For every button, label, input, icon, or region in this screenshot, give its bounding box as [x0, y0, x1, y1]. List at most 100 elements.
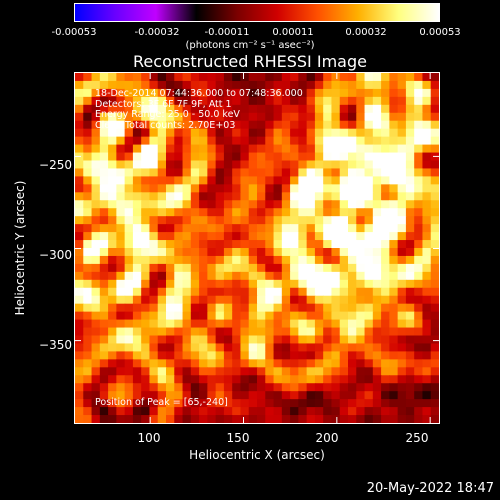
- heatmap-cell: [232, 359, 242, 368]
- heatmap-cell: [273, 240, 283, 249]
- heatmap-cell: [248, 176, 258, 185]
- heatmap-cell: [306, 359, 316, 368]
- heatmap-cell: [364, 263, 374, 273]
- heatmap-cell: [405, 359, 415, 368]
- heatmap-cell: [174, 359, 184, 368]
- heatmap-cell: [166, 192, 175, 201]
- heatmap-cell: [240, 128, 250, 138]
- heatmap-cell: [356, 311, 366, 321]
- heatmap-cell: [141, 152, 151, 162]
- heatmap-cell: [83, 240, 93, 249]
- heatmap-cell: [331, 311, 341, 321]
- heatmap-cell: [422, 208, 432, 217]
- heatmap-cell: [199, 152, 208, 162]
- heatmap-cell: [314, 391, 324, 400]
- heatmap-cell: [339, 319, 349, 329]
- heatmap-cell: [124, 144, 134, 154]
- heatmap-cell: [405, 200, 415, 209]
- heatmap-cell: [348, 271, 357, 281]
- heatmap-cell: [422, 287, 432, 297]
- heatmap-cell: [116, 335, 126, 345]
- heatmap-cell: [108, 160, 117, 170]
- heatmap-cell: [157, 240, 167, 249]
- heatmap-cell: [182, 311, 192, 321]
- heatmap-cell: [190, 136, 200, 146]
- heatmap-cell: [199, 208, 208, 217]
- heatmap-cell: [174, 152, 184, 162]
- heatmap-cell: [372, 160, 382, 170]
- heatmap-cell: [281, 216, 291, 225]
- heatmap-cell: [190, 351, 200, 360]
- heatmap-cell: [273, 263, 283, 273]
- heatmap-cell: [248, 208, 258, 217]
- heatmap-cell: [108, 327, 117, 337]
- detectors-text: Detectors: 3F 6F 7F 9F, Att 1: [95, 98, 232, 110]
- heatmap-cell: [116, 287, 126, 297]
- heatmap-cell: [397, 112, 407, 122]
- heatmap-cell: [331, 383, 341, 392]
- heatmap-cell: [215, 128, 225, 138]
- heatmap-cell: [414, 351, 424, 360]
- heatmap-cell: [397, 391, 407, 400]
- heatmap-cell: [273, 295, 283, 305]
- heatmap-cell: [83, 96, 93, 106]
- heatmap-cell: [430, 287, 439, 297]
- heatmap-cell: [124, 80, 134, 90]
- heatmap-cell: [257, 343, 266, 352]
- heatmap-cell: [331, 73, 341, 82]
- heatmap-cell: [397, 224, 407, 233]
- heatmap-cell: [190, 367, 200, 376]
- heatmap-cell: [281, 248, 291, 257]
- heatmap-cell: [199, 311, 208, 321]
- heatmap-cell: [199, 96, 208, 106]
- heatmap-cell: [248, 359, 258, 368]
- heatmap-cell: [290, 271, 299, 281]
- heatmap-cell: [75, 168, 84, 177]
- heatmap-cell: [265, 263, 275, 273]
- heatmap-cell: [257, 232, 266, 241]
- heatmap-cell: [389, 160, 399, 170]
- heatmap-cell: [124, 383, 134, 392]
- heatmap-cell: [166, 224, 175, 233]
- heatmap-cell: [190, 287, 200, 297]
- heatmap-cell: [331, 303, 341, 313]
- heatmap-cell: [83, 287, 93, 297]
- heatmap-cell: [116, 399, 126, 408]
- heatmap-cell: [240, 407, 250, 416]
- heatmap-cell: [116, 160, 126, 170]
- heatmap-cell: [430, 343, 439, 352]
- heatmap-cell: [422, 359, 432, 368]
- heatmap-cell: [397, 168, 407, 177]
- heatmap-cell: [381, 152, 390, 162]
- heatmap-cell: [75, 311, 84, 321]
- heatmap-cell: [265, 279, 275, 289]
- heatmap-cell: [422, 96, 432, 106]
- heatmap-cell: [298, 88, 308, 98]
- heatmap-cell: [116, 120, 126, 130]
- heatmap-cell: [248, 295, 258, 305]
- heatmap-cell: [149, 391, 159, 400]
- heatmap-cell: [149, 128, 159, 138]
- heatmap-cell: [265, 327, 275, 337]
- heatmap-cell: [108, 168, 117, 177]
- heatmap-cell: [397, 73, 407, 82]
- heatmap-cell: [273, 343, 283, 352]
- heatmap-cell: [190, 120, 200, 130]
- heatmap-cell: [422, 88, 432, 98]
- heatmap-cell: [182, 128, 192, 138]
- heatmap-cell: [381, 263, 390, 273]
- heatmap-cell: [141, 367, 151, 376]
- heatmap-cell: [381, 359, 390, 368]
- heatmap-cell: [306, 335, 316, 345]
- heatmap-cell: [240, 152, 250, 162]
- heatmap-cell: [149, 232, 159, 241]
- heatmap-cell: [116, 200, 126, 209]
- heatmap-cell: [314, 327, 324, 337]
- heatmap-cell: [356, 407, 366, 416]
- heatmap-cell: [381, 160, 390, 170]
- heatmap-cell: [331, 168, 341, 177]
- heatmap-cell: [290, 407, 299, 416]
- heatmap-cell: [108, 73, 117, 82]
- heatmap-cell: [298, 128, 308, 138]
- heatmap-cell: [83, 104, 93, 114]
